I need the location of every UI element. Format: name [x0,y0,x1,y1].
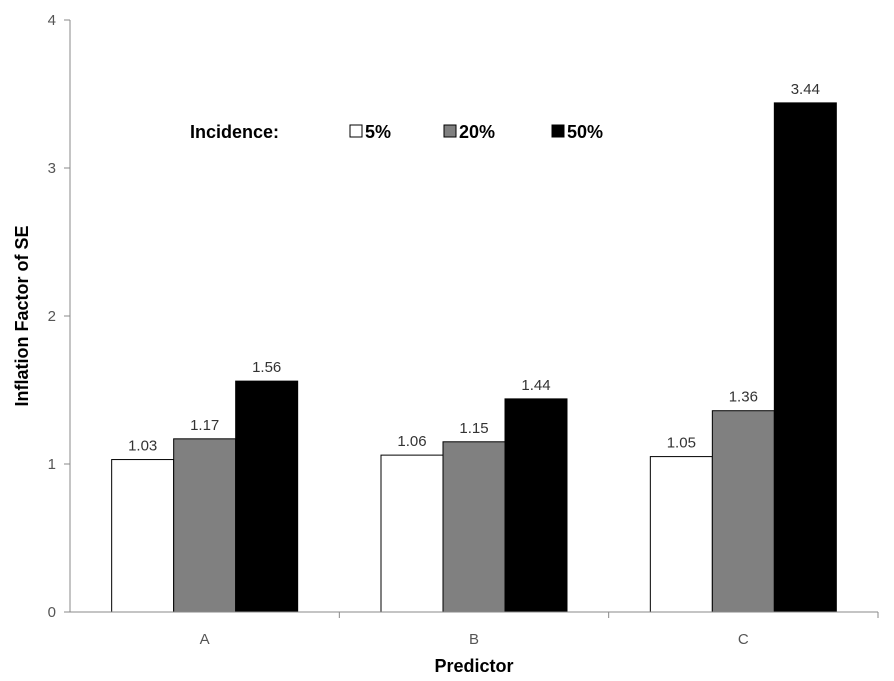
x-axis-title: Predictor [434,656,513,676]
legend-title: Incidence: [190,122,279,142]
legend-label-5pct: 5% [365,122,391,142]
legend-label-20pct: 20% [459,122,495,142]
legend-swatch-20pct [443,124,457,138]
y-tick-label: 1 [48,456,56,473]
legend-swatch-50pct [551,124,565,138]
y-axis-ticks: 0 1 2 3 4 [48,12,70,621]
y-tick-label: 3 [48,160,56,177]
legend: Incidence: 5% 20% 50% [190,122,603,142]
data-label: 1.56 [252,359,281,376]
x-axis-ticks: A B C [200,612,879,648]
data-label: 1.06 [397,433,426,450]
x-tick-label: A [200,631,210,648]
bar-C-5pct [649,456,713,613]
bar-C-50pct [773,102,837,613]
data-label: 1.03 [128,438,157,455]
data-labels: 1.03 1.17 1.56 1.06 1.15 1.44 1.05 1.36 3.44 [128,81,820,455]
bar-A-20pct [173,438,237,613]
data-label: 1.05 [667,435,696,452]
legend-label-50pct: 50% [567,122,603,142]
bar-B-50pct [504,398,568,613]
data-label: 3.44 [791,81,820,98]
data-label: 1.36 [729,389,758,406]
bars [111,102,837,613]
y-tick-label: 4 [48,12,56,29]
y-tick-label: 0 [48,604,56,621]
bar-A-5pct [111,459,175,613]
data-label: 1.15 [459,420,488,437]
bar-C-20pct [711,410,775,613]
data-label: 1.17 [190,417,219,434]
legend-swatch-5pct [349,124,363,138]
bar-B-5pct [380,454,444,613]
x-tick-label: C [738,631,749,648]
bar-A-50pct [235,380,299,613]
x-tick-label: B [469,631,479,648]
bar-B-20pct [442,441,506,613]
y-tick-label: 2 [48,308,56,325]
data-label: 1.44 [521,377,550,394]
y-axis-title: Inflation Factor of SE [12,225,32,406]
